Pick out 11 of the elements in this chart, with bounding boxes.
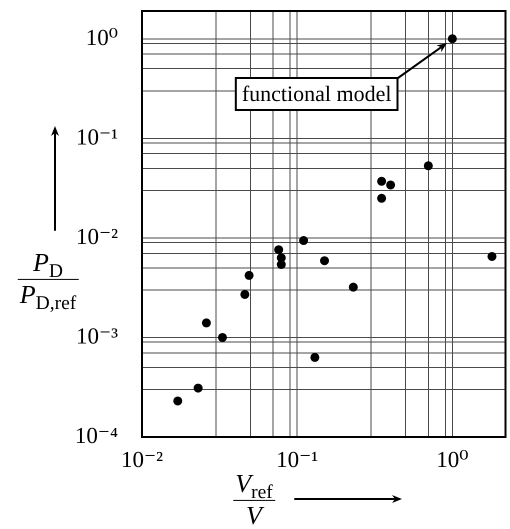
y-tick-label: 10⁻² — [76, 224, 118, 249]
y-tick-label: 10⁻⁴ — [74, 423, 118, 448]
x-tick-label: 10⁻¹ — [276, 446, 318, 472]
y-axis-title: P$_{D}$ P$_{D,ref}$ — [18, 248, 78, 314]
x-tick-label: 10⁰ — [436, 446, 468, 472]
y-tick-label: 10⁰ — [86, 24, 118, 50]
x-axis-title: V$_{ref}$ V — [234, 468, 274, 529]
y-tick-label: 10⁻³ — [76, 323, 118, 348]
annotation: functional model — [242, 80, 392, 106]
x-tick-label: 10⁻² — [120, 446, 164, 472]
y-tick-label: 10⁻¹ — [76, 124, 118, 150]
